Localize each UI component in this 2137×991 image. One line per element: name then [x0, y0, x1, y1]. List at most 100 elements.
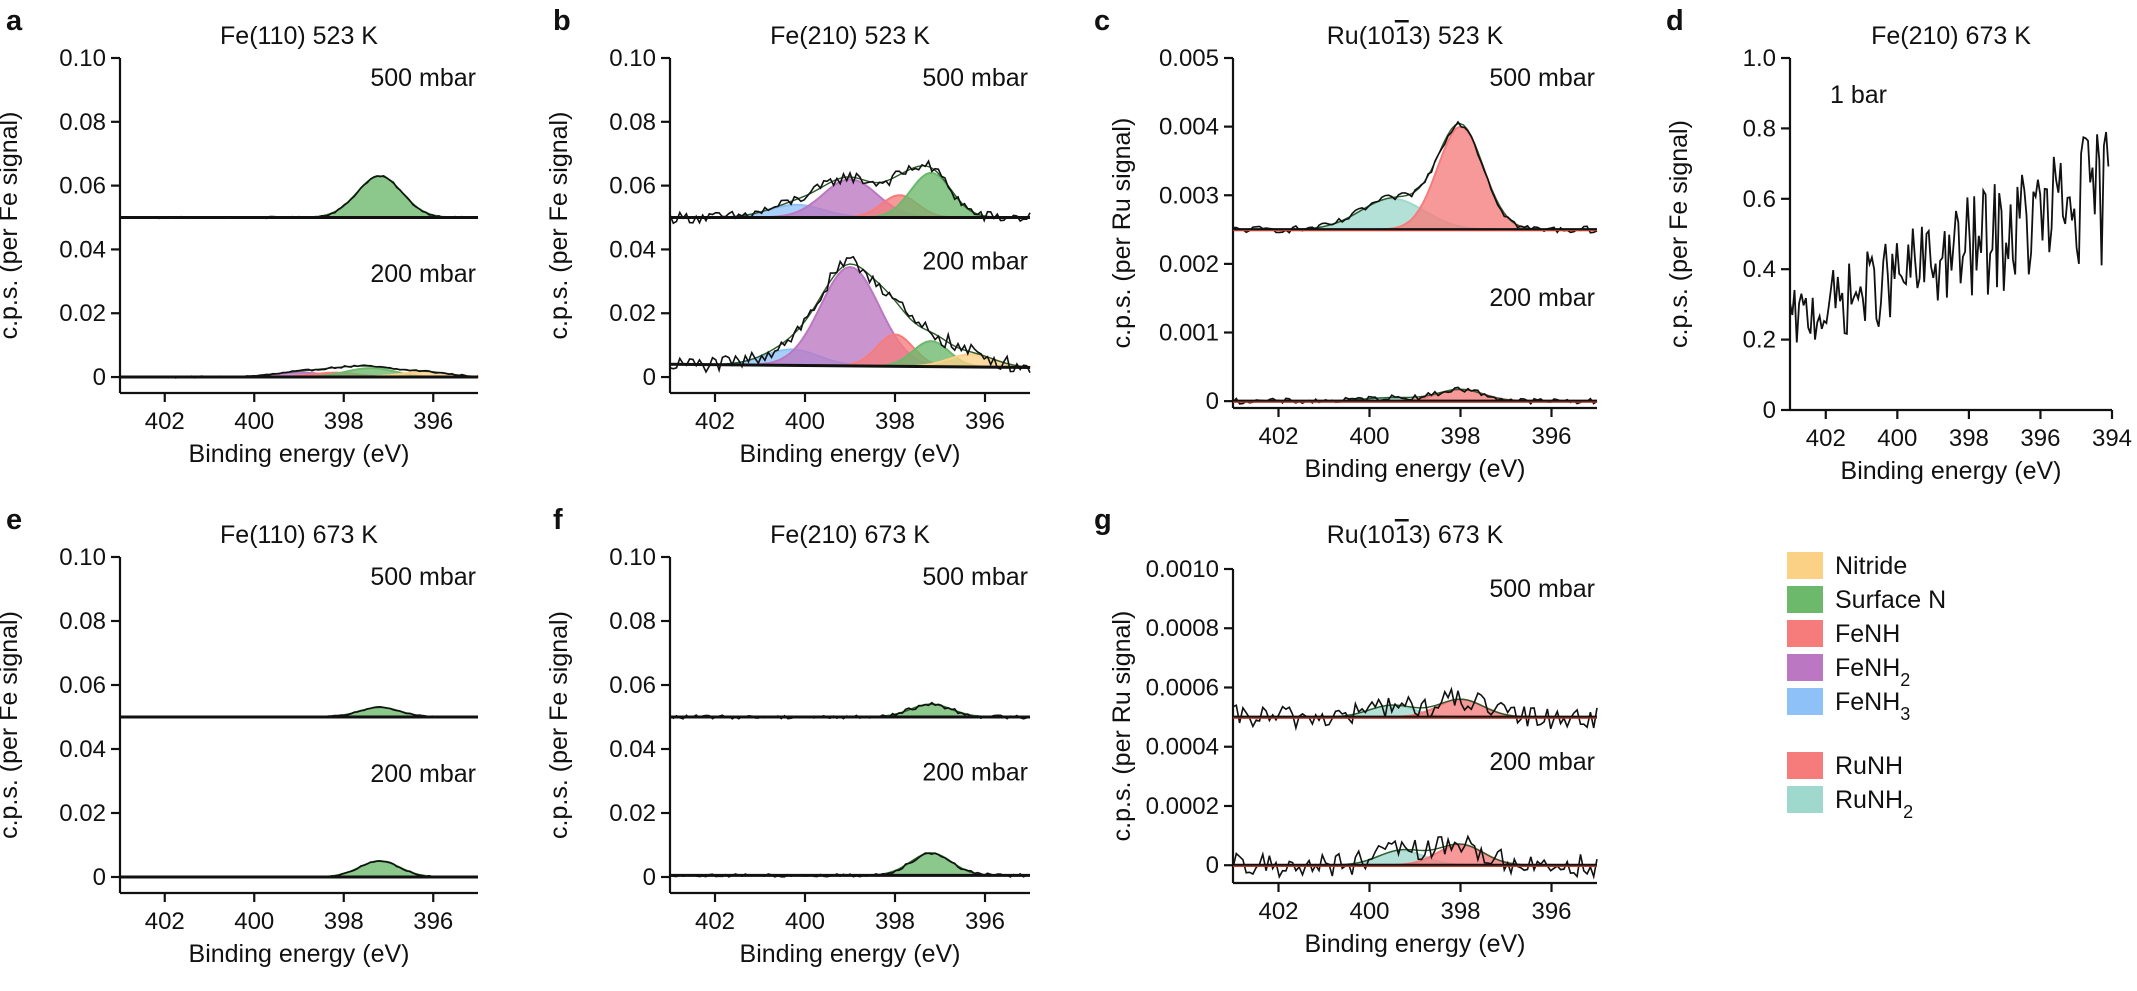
pressure-label: 200 mbar: [922, 758, 1028, 786]
x-tick-label: 398: [875, 408, 915, 435]
panel-f: f Fe(210) 673 K 0 0.02 0.04 0.06 0.08 0.10 402 40…: [545, 504, 1031, 968]
y-tick-label: 0.10: [59, 544, 106, 571]
x-tick-label: 400: [234, 908, 274, 935]
y-tick-label: 0.04: [609, 236, 656, 263]
y-tick-label: 0.04: [609, 736, 656, 763]
panel-letter: d: [1666, 5, 1684, 37]
x-tick-label: 396: [413, 908, 453, 935]
component-peak-surfN: [670, 703, 1030, 718]
y-tick-label: 1.0: [1743, 45, 1776, 72]
legend-swatch: [1787, 786, 1823, 813]
y-tick-label: 0.4: [1743, 256, 1776, 283]
x-tick-label: 396: [965, 408, 1005, 435]
legend-item-nitride: Nitride: [1787, 552, 1907, 580]
y-tick-label: 0.08: [609, 608, 656, 635]
y-axis-label: c.p.s. (per Fe signal): [545, 611, 573, 839]
y-axis-label: c.p.s. (per Ru signal): [1108, 118, 1136, 349]
x-tick-label: 396: [413, 408, 453, 435]
y-tick-label: 0.002: [1159, 251, 1219, 278]
y-tick-label: 0.004: [1159, 114, 1219, 141]
y-tick-label: 0.02: [59, 300, 106, 327]
legend-label: FeNH3: [1835, 688, 1910, 724]
x-tick-label: 402: [145, 408, 185, 435]
y-tick-label: 0.2: [1743, 327, 1776, 354]
x-axis-label: Binding energy (eV): [1305, 455, 1526, 483]
panel-title: Fe(210) 673 K: [1871, 22, 2031, 50]
component-peak-surfN: [120, 859, 478, 878]
pressure-label: 200 mbar: [370, 260, 476, 288]
pressure-label: 200 mbar: [1489, 284, 1595, 312]
y-tick-label: 0: [643, 864, 656, 891]
fit-envelope: [670, 852, 1030, 877]
raw-spectrum: [1232, 686, 1598, 732]
panel-letter: b: [553, 5, 571, 37]
y-tick-label: 0.8: [1743, 115, 1776, 142]
y-tick-label: 0.08: [609, 109, 656, 136]
y-axis-label: c.p.s. (per Fe signal): [545, 112, 573, 340]
y-axis-label: c.p.s. (per Fe signal): [0, 112, 23, 340]
panel-c: c Ru(1013) 523 K 0 0.001 0.002 0.003 0.004 0.00…: [1094, 5, 1598, 483]
panel-title: Fe(110) 673 K: [220, 521, 378, 549]
x-tick-label: 400: [234, 408, 274, 435]
x-tick-label: 398: [1440, 898, 1480, 925]
component-peak-surfN: [670, 851, 1030, 877]
panel-title: Fe(210) 523 K: [770, 22, 930, 50]
x-tick-label: 400: [1349, 898, 1389, 925]
component-peak-fenh2: [670, 265, 1031, 369]
legend-swatch: [1787, 586, 1823, 613]
legend-item-runh2: RuNH2: [1787, 786, 1913, 822]
y-tick-label: 0.0004: [1146, 734, 1219, 761]
panel-letter: g: [1094, 504, 1112, 536]
pressure-label: 500 mbar: [922, 563, 1028, 591]
y-tick-label: 0.02: [59, 800, 106, 827]
y-tick-label: 0.0002: [1146, 793, 1219, 820]
pressure-label: 200 mbar: [1489, 748, 1595, 776]
y-tick-label: 0.06: [609, 672, 656, 699]
raw-spectrum: [119, 174, 479, 220]
panel-a: a Fe(110) 523 K 0 0.02 0.04 0.06 0.08 0.10 402 40…: [0, 5, 479, 468]
raw-spectrum: [1789, 131, 2110, 343]
panel-title: Fe(110) 523 K: [220, 22, 378, 50]
legend-label: Surface N: [1835, 586, 1946, 614]
panel-d: d Fe(210) 673 K 0 0.2 0.4 0.6 0.8 1.0 402 400 398 3…: [1665, 5, 2132, 485]
y-tick-label: 0.003: [1159, 182, 1219, 209]
x-tick-label: 400: [785, 408, 825, 435]
panel-title: Fe(210) 673 K: [770, 521, 930, 549]
y-tick-label: 0.005: [1159, 45, 1219, 72]
y-tick-label: 0.04: [59, 236, 106, 263]
y-tick-label: 0: [1206, 388, 1219, 415]
pressure-label: 500 mbar: [370, 563, 476, 591]
x-axis-label: Binding energy (eV): [740, 940, 961, 968]
x-tick-label: 398: [875, 908, 915, 935]
legend-swatch: [1787, 654, 1823, 681]
x-axis-label: Binding energy (eV): [740, 440, 961, 468]
x-tick-label: 398: [324, 908, 364, 935]
y-tick-label: 0: [93, 864, 106, 891]
panel-letter: e: [6, 504, 22, 536]
y-tick-label: 0.04: [59, 736, 106, 763]
x-tick-label: 398: [1440, 423, 1480, 450]
x-tick-label: 402: [145, 908, 185, 935]
pressure-label: 200 mbar: [370, 760, 476, 788]
x-tick-label: 402: [1806, 425, 1846, 452]
legend-label: Nitride: [1835, 552, 1907, 580]
raw-spectrum: [1232, 120, 1598, 234]
y-tick-label: 0.10: [609, 544, 656, 571]
panel-letter: f: [553, 504, 563, 536]
y-axis-label: c.p.s. (per Fe signal): [1665, 120, 1693, 348]
y-tick-label: 0.08: [59, 109, 106, 136]
component-peak-fenh2: [670, 178, 1030, 219]
baseline: [669, 362, 1031, 369]
x-axis-label: Binding energy (eV): [1841, 457, 2062, 485]
x-axis-label: Binding energy (eV): [189, 440, 410, 468]
legend-item-fenh: FeNH: [1787, 620, 1900, 648]
y-axis-label: c.p.s. (per Ru signal): [1108, 611, 1136, 842]
x-tick-label: 398: [324, 408, 364, 435]
y-tick-label: 0.10: [59, 45, 106, 72]
pressure-label: 500 mbar: [922, 64, 1028, 92]
legend-swatch: [1787, 552, 1823, 579]
y-tick-label: 0.001: [1159, 320, 1219, 347]
panel-b: b Fe(210) 523 K 0 0.02 0.04 0.06 0.08 0.10 402 40…: [545, 5, 1031, 468]
